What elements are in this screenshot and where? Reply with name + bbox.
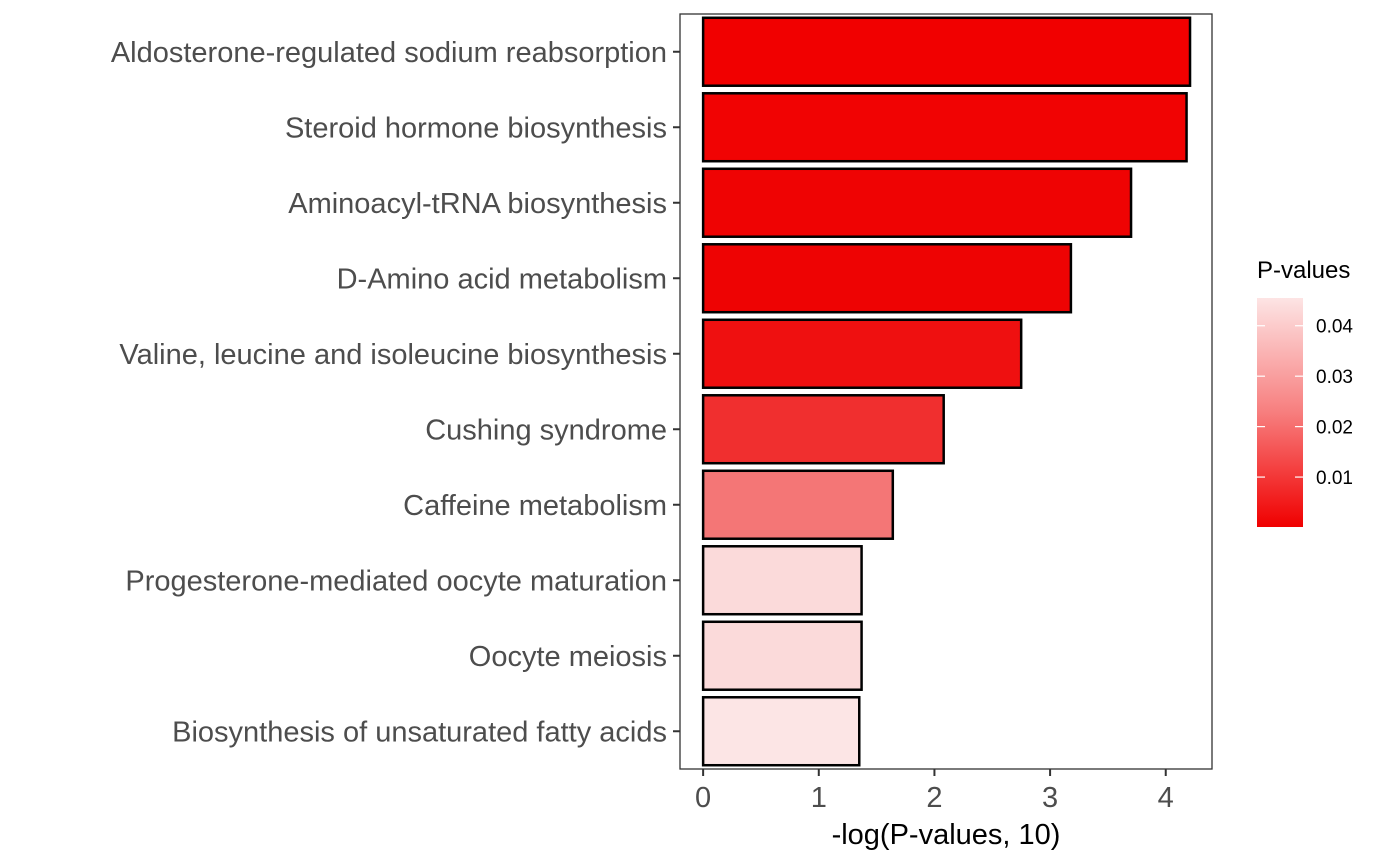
y-axis-tick-label: D-Amino acid metabolism: [337, 263, 667, 295]
y-axis-tick-label: Oocyte meiosis: [469, 641, 667, 673]
y-axis-tick-label: Valine, leucine and isoleucine biosynthe…: [119, 339, 667, 371]
y-axis-tick-label: Biosynthesis of unsaturated fatty acids: [172, 716, 667, 748]
legend-tick-label: 0.03: [1316, 367, 1353, 388]
bar: [701, 545, 863, 616]
y-axis-tick-label: Progesterone-mediated oocyte maturation: [125, 565, 667, 597]
bar: [701, 243, 1073, 314]
y-axis-tick-label: Aldosterone-regulated sodium reabsorptio…: [111, 37, 667, 69]
x-axis-tick-label: 4: [1158, 782, 1174, 814]
y-axis-tick-label: Cushing syndrome: [425, 414, 667, 446]
legend-tick-label: 0.04: [1316, 317, 1353, 338]
plot-area: Aldosterone-regulated sodium reabsorptio…: [111, 13, 1213, 814]
x-axis-tick-label: 0: [695, 782, 711, 814]
legend-tick-label: 0.01: [1316, 468, 1353, 489]
bar: [701, 16, 1192, 87]
legend: 0.01 0.02 0.03 0.04: [1257, 298, 1353, 527]
bar: [701, 620, 863, 691]
bar: [701, 167, 1133, 238]
x-axis-tick-label: 1: [811, 782, 827, 814]
bar: [701, 318, 1023, 389]
bar: [701, 394, 945, 465]
y-axis-tick-label: Caffeine metabolism: [403, 490, 667, 522]
bar: [701, 469, 895, 540]
x-axis-tick-label: 3: [1042, 782, 1058, 814]
x-axis-title: -log(P-values, 10): [832, 819, 1061, 851]
legend-colorbar: [1257, 298, 1303, 527]
x-axis-tick-label: 2: [926, 782, 942, 814]
y-axis-tick-label: Aminoacyl-tRNA biosynthesis: [288, 188, 667, 220]
y-axis-tick-label: Steroid hormone biosynthesis: [285, 112, 667, 144]
legend-tick-label: 0.02: [1316, 418, 1353, 439]
bar: [701, 92, 1188, 163]
legend-title: P-values: [1257, 257, 1350, 284]
bar: [701, 696, 861, 767]
